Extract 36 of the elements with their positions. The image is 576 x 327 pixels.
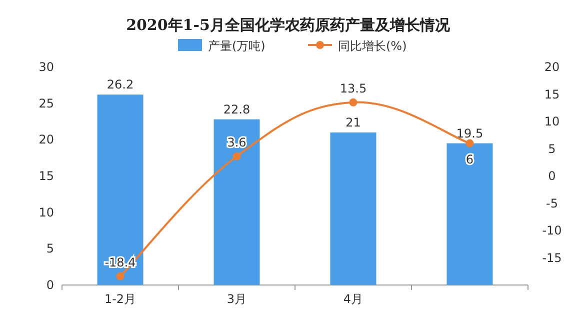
y-tick-label: 15 [38,169,54,183]
y2-tick-label: -10 [542,224,562,238]
y-tick-label: 10 [38,205,54,220]
point [232,152,241,160]
y-tick-label: 20 [38,132,54,147]
data-label: 3.6 [227,135,246,150]
bar [330,132,376,285]
data-label: 6 [466,152,474,166]
bar [97,94,144,285]
data-label: 22.8 [223,102,250,116]
x-tick-label: 3月 [226,292,247,306]
y-tick-label: 0 [46,278,54,292]
point [349,98,358,106]
data-label: 13.5 [340,81,367,96]
y-tick-label: 30 [38,60,54,74]
y-tick-label: 5 [46,242,54,256]
chart-title: 2020年1-5月全国化学农药原药产量及增长情况 [126,16,451,34]
data-label: 19.5 [456,126,484,140]
legend-label: 同比增长(%) [338,39,407,53]
y2-tick-label: 0 [548,169,556,183]
y2-tick-label: 20 [544,60,560,74]
y2-tick-label: -15 [542,250,562,265]
bar [214,119,260,285]
point [466,139,474,148]
x-tick-label: 1-2月 [104,292,136,306]
y2-tick-label: 10 [544,114,560,128]
legend-label: 产量(万吨) [208,39,266,53]
y2-tick-label: -5 [546,196,558,210]
data-label: 26.2 [106,78,134,92]
x-tick-label: 4月 [343,292,364,306]
point [116,272,124,280]
y2-tick-label: 15 [544,87,560,102]
data-label: 21 [346,115,361,130]
y2-tick-label: 5 [548,142,556,156]
bar [446,143,493,285]
y-tick-label: 25 [38,96,54,110]
